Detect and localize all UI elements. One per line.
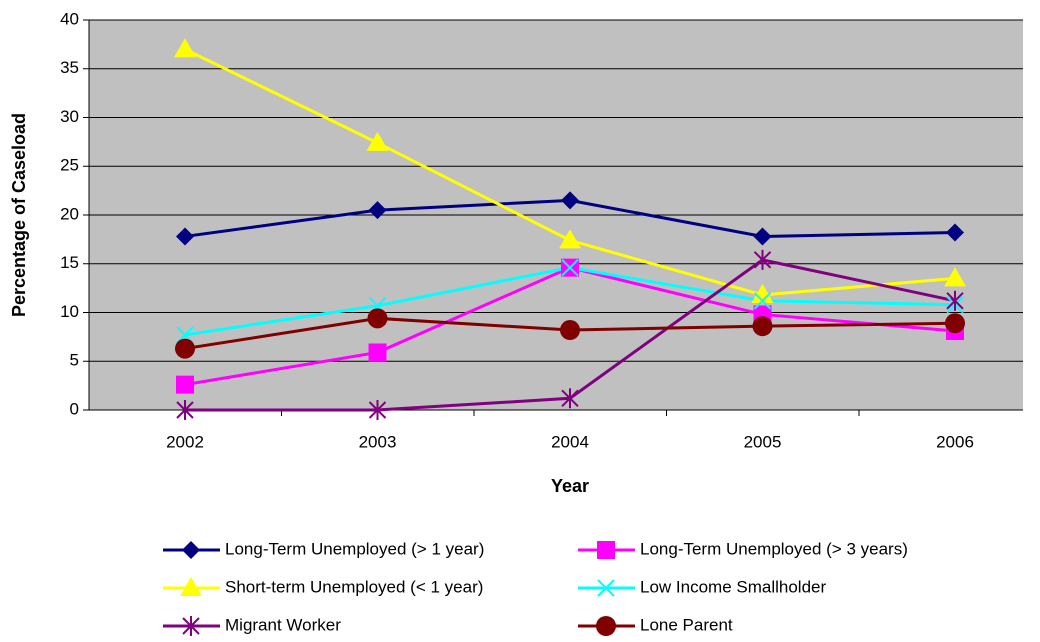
legend-label: Long-Term Unemployed (> 1 year)	[225, 539, 484, 558]
marker	[753, 227, 772, 246]
marker	[597, 579, 615, 597]
marker	[753, 292, 772, 310]
y-axis-title: Percentage of Caseload	[9, 113, 29, 317]
marker	[751, 283, 774, 303]
y-tick-label: 0	[70, 399, 79, 418]
marker	[174, 38, 196, 58]
legend-label: Lone Parent	[640, 615, 733, 634]
marker	[753, 249, 772, 270]
marker	[368, 343, 387, 362]
marker	[560, 320, 580, 341]
y-tick-label: 35	[60, 58, 79, 77]
x-axis-title: Year	[551, 476, 589, 496]
x-tick-label: 2003	[359, 432, 397, 451]
marker	[367, 308, 388, 329]
marker	[182, 541, 200, 559]
marker-stroke	[561, 258, 579, 277]
marker	[944, 267, 966, 287]
marker	[596, 616, 616, 636]
x-tick-label: 2006	[936, 432, 974, 451]
y-tick-label: 10	[60, 302, 79, 321]
marker	[368, 201, 387, 220]
marker	[176, 227, 194, 246]
y-tick-label: 25	[60, 156, 79, 175]
legend-label: Short-term Unemployed (< 1 year)	[225, 577, 483, 596]
y-tick-label: 40	[60, 9, 79, 28]
marker	[176, 400, 194, 420]
y-tick-label: 20	[60, 204, 79, 223]
marker	[559, 229, 581, 249]
marker	[366, 131, 389, 151]
x-tick-label: 2005	[744, 432, 782, 451]
marker	[946, 223, 964, 242]
marker-stroke	[753, 292, 772, 310]
marker	[176, 375, 194, 394]
marker-stroke	[597, 579, 615, 597]
marker	[368, 400, 387, 420]
marker	[182, 616, 200, 636]
marker	[561, 388, 579, 409]
marker	[180, 577, 202, 596]
y-tick-label: 5	[70, 351, 79, 370]
y-tick-label: 15	[60, 253, 79, 272]
marker	[752, 316, 773, 337]
marker	[945, 313, 965, 334]
y-tick-label: 30	[60, 107, 79, 126]
legend-label: Migrant Worker	[225, 615, 341, 634]
legend-label: Long-Term Unemployed (> 3 years)	[640, 539, 908, 558]
marker	[561, 191, 579, 210]
marker	[561, 258, 579, 277]
legend-label: Low Income Smallholder	[640, 577, 826, 596]
marker	[597, 541, 615, 559]
x-tick-label: 2002	[166, 432, 204, 451]
marker	[175, 338, 195, 359]
marker	[946, 290, 964, 311]
x-tick-label: 2004	[551, 432, 589, 451]
